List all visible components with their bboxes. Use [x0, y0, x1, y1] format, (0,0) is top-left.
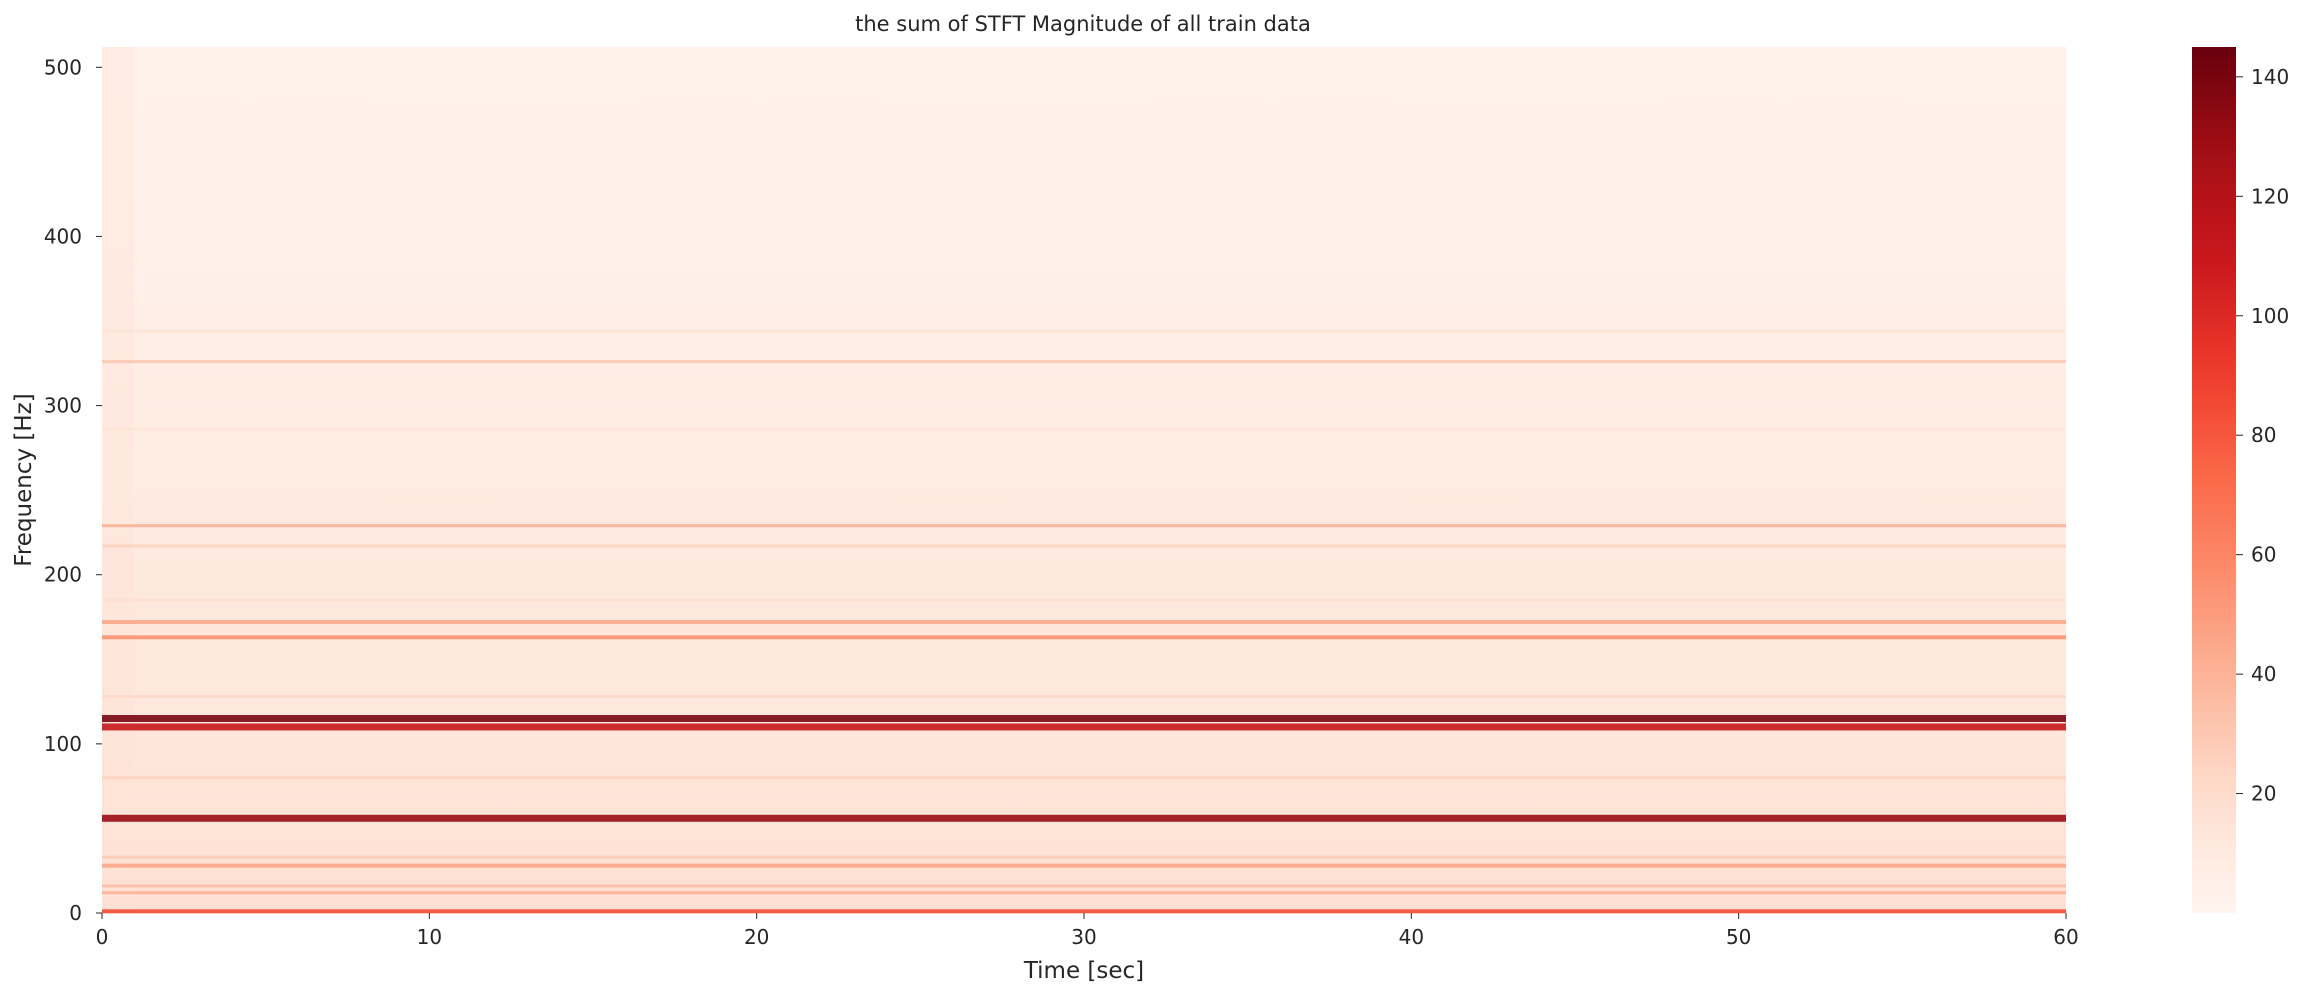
x-tick-label: 20	[744, 925, 769, 949]
heatmap-background	[102, 47, 2066, 913]
colorbar-tick-label: 20	[2251, 782, 2276, 806]
harmonic-line	[102, 635, 2066, 640]
y-tick-label: 400	[44, 224, 82, 248]
harmonic-line	[102, 695, 2066, 698]
x-tick-label: 60	[2053, 925, 2078, 949]
colorbar-gradient-bar	[2192, 47, 2236, 913]
heatmap-area	[102, 47, 2066, 914]
y-tick-label: 200	[44, 563, 82, 587]
colorbar: 20 40 60 80 100 120 140	[2192, 47, 2289, 913]
first-segment-shading	[102, 47, 134, 913]
harmonic-line	[102, 360, 2066, 364]
harmonic-line	[102, 723, 2066, 731]
harmonic-line	[102, 909, 2066, 914]
x-axis-ticks: 0 10 20 30 40 50 60	[96, 913, 2079, 949]
colorbar-ticks: 20 40 60 80 100 120 140	[2236, 65, 2289, 806]
colorbar-tick-label: 40	[2251, 662, 2276, 686]
y-tick-label: 300	[44, 394, 82, 418]
harmonic-line	[102, 427, 2066, 431]
colorbar-tick-label: 80	[2251, 423, 2276, 447]
y-tick-label: 100	[44, 732, 82, 756]
x-tick-label: 0	[96, 925, 109, 949]
y-tick-label: 0	[69, 901, 82, 925]
x-tick-label: 30	[1071, 925, 1096, 949]
y-axis-label: Frequency [Hz]	[11, 393, 37, 566]
harmonic-line	[102, 524, 2066, 528]
y-axis-ticks: 0 100 200 300 400 500	[44, 55, 102, 925]
harmonic-line	[102, 598, 2066, 602]
chart-title: the sum of STFT Magnitude of all train d…	[855, 12, 1311, 36]
harmonic-lines	[102, 329, 2066, 914]
colorbar-tick-label: 120	[2251, 184, 2289, 208]
harmonic-line	[102, 863, 2066, 868]
harmonic-line	[102, 620, 2066, 625]
colorbar-tick-label: 60	[2251, 543, 2276, 567]
x-tick-label: 50	[1726, 925, 1751, 949]
harmonic-line	[102, 855, 2066, 859]
harmonic-line	[102, 714, 2066, 722]
x-tick-label: 10	[417, 925, 442, 949]
harmonic-line	[102, 776, 2066, 780]
harmonic-line	[102, 814, 2066, 822]
y-tick-label: 500	[44, 55, 82, 79]
harmonic-line	[102, 329, 2066, 333]
harmonic-line	[102, 891, 2066, 895]
x-axis-label: Time [sec]	[1023, 958, 1144, 984]
x-tick-label: 40	[1399, 925, 1424, 949]
harmonic-line	[102, 544, 2066, 548]
colorbar-tick-label: 140	[2251, 65, 2289, 89]
harmonic-line	[102, 884, 2066, 888]
colorbar-tick-label: 100	[2251, 304, 2289, 328]
